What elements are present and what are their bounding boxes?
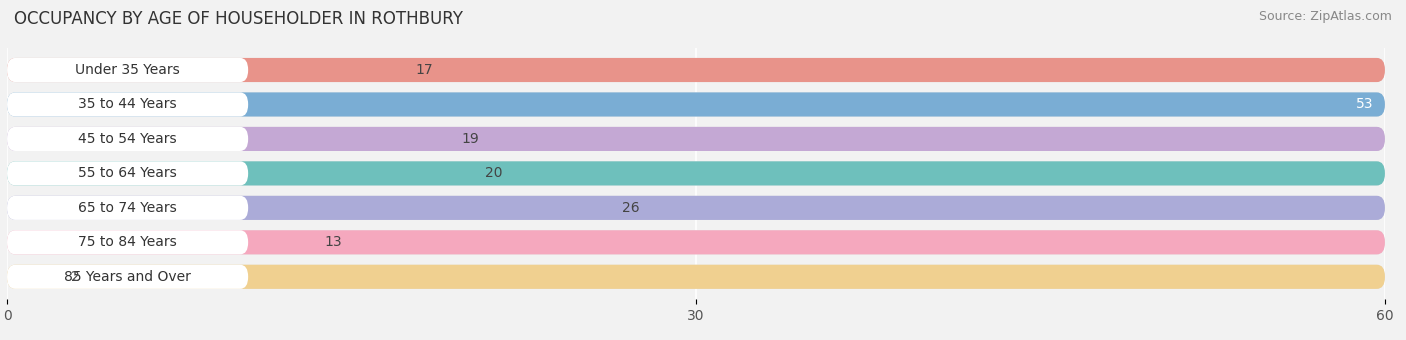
Text: 19: 19 (461, 132, 479, 146)
FancyBboxPatch shape (7, 92, 1385, 117)
Text: 2: 2 (72, 270, 80, 284)
FancyBboxPatch shape (7, 92, 249, 117)
Text: 17: 17 (416, 63, 433, 77)
FancyBboxPatch shape (7, 265, 1385, 289)
FancyBboxPatch shape (7, 230, 249, 254)
FancyBboxPatch shape (7, 162, 249, 185)
FancyBboxPatch shape (7, 196, 249, 220)
Text: 65 to 74 Years: 65 to 74 Years (79, 201, 177, 215)
FancyBboxPatch shape (7, 92, 1385, 117)
Text: 35 to 44 Years: 35 to 44 Years (79, 98, 177, 112)
Text: 85 Years and Over: 85 Years and Over (65, 270, 191, 284)
FancyBboxPatch shape (7, 162, 1385, 185)
Text: OCCUPANCY BY AGE OF HOUSEHOLDER IN ROTHBURY: OCCUPANCY BY AGE OF HOUSEHOLDER IN ROTHB… (14, 10, 463, 28)
FancyBboxPatch shape (7, 58, 249, 82)
FancyBboxPatch shape (7, 230, 1385, 254)
Text: 53: 53 (1355, 98, 1374, 112)
Text: 45 to 54 Years: 45 to 54 Years (79, 132, 177, 146)
Text: 55 to 64 Years: 55 to 64 Years (79, 166, 177, 181)
FancyBboxPatch shape (7, 230, 1385, 254)
Text: Source: ZipAtlas.com: Source: ZipAtlas.com (1258, 10, 1392, 23)
FancyBboxPatch shape (7, 265, 249, 289)
FancyBboxPatch shape (7, 162, 1385, 185)
Text: 13: 13 (323, 235, 342, 249)
Text: 75 to 84 Years: 75 to 84 Years (79, 235, 177, 249)
FancyBboxPatch shape (7, 58, 1385, 82)
Text: 20: 20 (485, 166, 502, 181)
FancyBboxPatch shape (7, 127, 1385, 151)
Text: 26: 26 (623, 201, 640, 215)
FancyBboxPatch shape (7, 265, 1385, 289)
FancyBboxPatch shape (7, 196, 1385, 220)
FancyBboxPatch shape (7, 127, 1385, 151)
FancyBboxPatch shape (7, 58, 1385, 82)
FancyBboxPatch shape (7, 196, 1385, 220)
FancyBboxPatch shape (7, 127, 249, 151)
Text: Under 35 Years: Under 35 Years (75, 63, 180, 77)
